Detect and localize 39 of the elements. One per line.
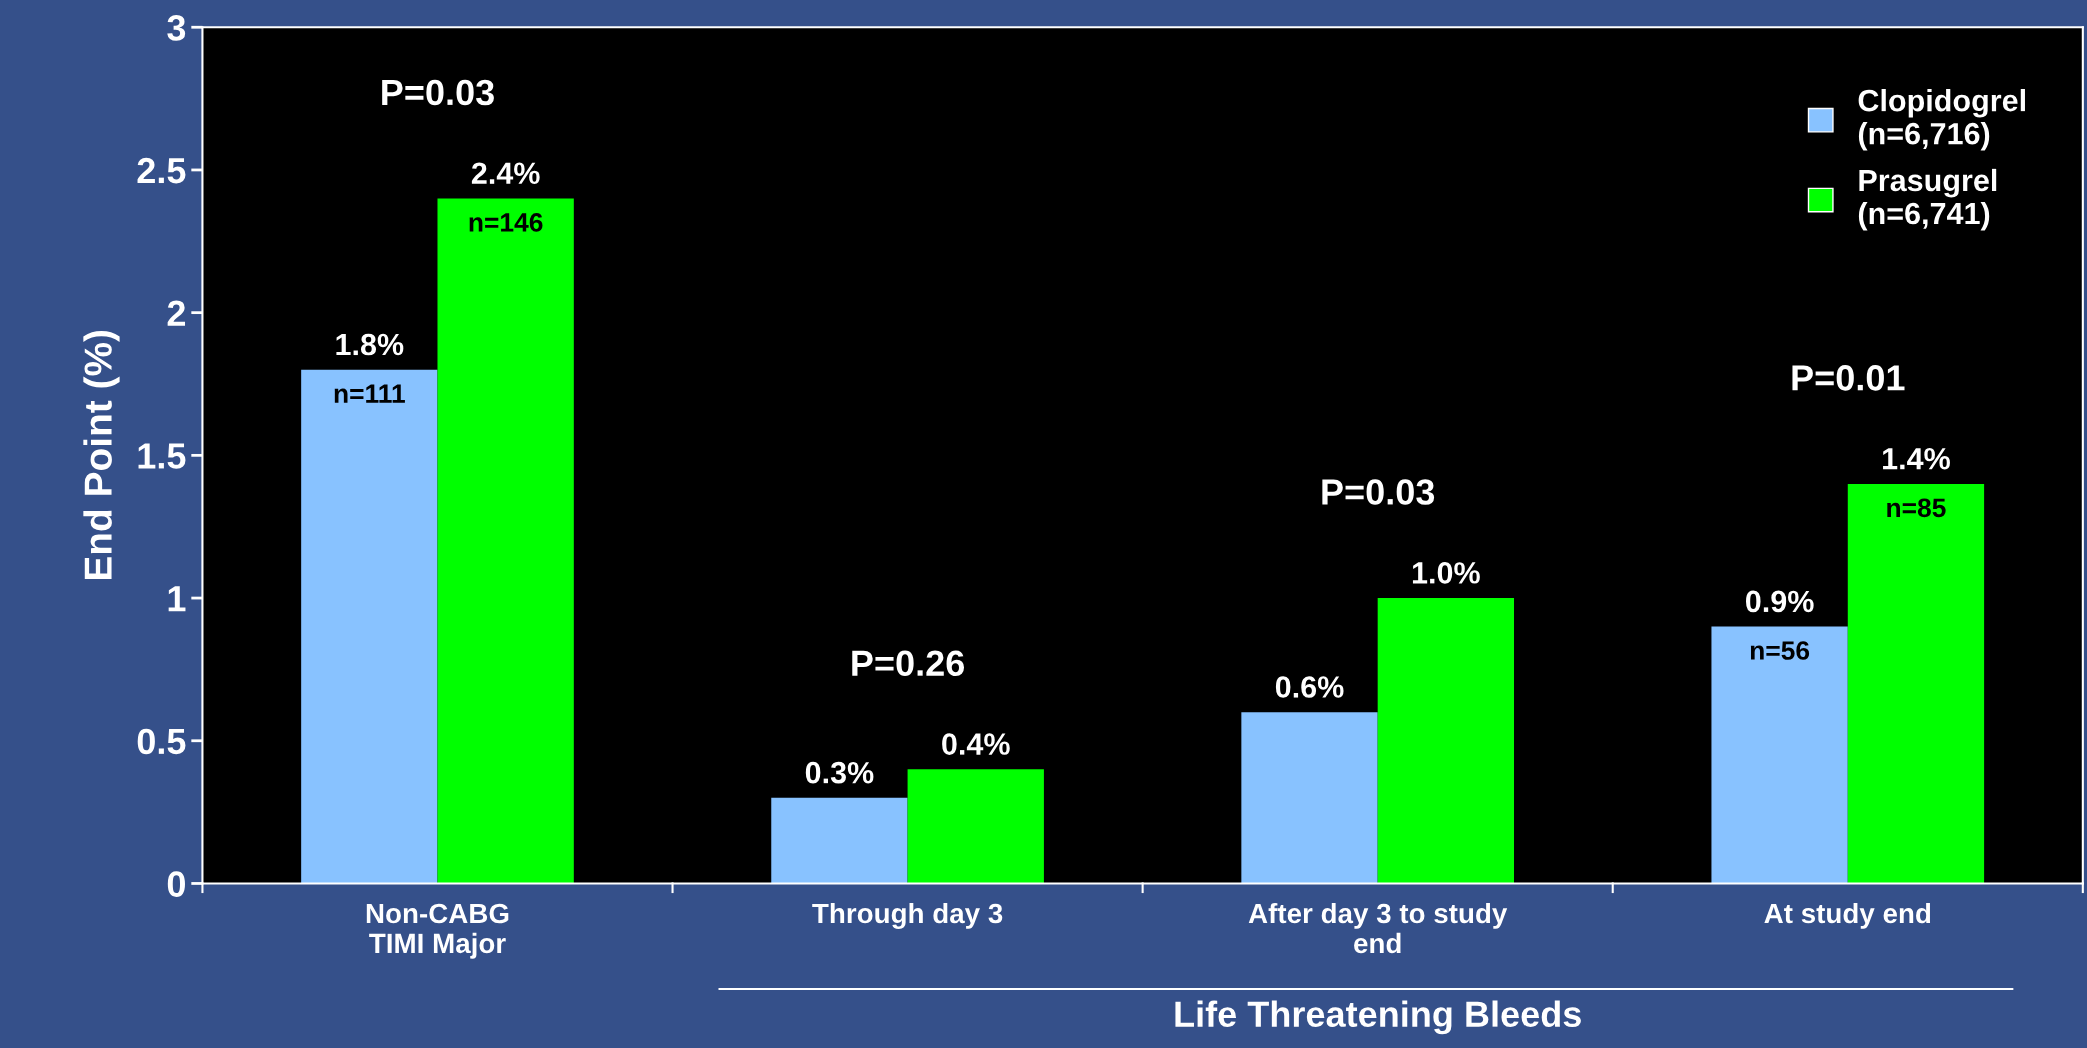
y-axis-title: End Point (%)	[83, 330, 120, 580]
annotation: P=0.26	[852, 650, 965, 677]
bar	[1241, 712, 1378, 884]
y-tick-label: 1.5	[138, 443, 186, 469]
annotation: n=111	[334, 384, 405, 403]
annotation: n=146	[469, 213, 543, 232]
annotation: P=0.03	[382, 79, 494, 106]
x-tick-label: Through day 3	[812, 902, 1003, 929]
bar	[301, 369, 438, 884]
y-tick-label: 0	[167, 871, 185, 897]
y-tick-label: 0.5	[137, 728, 186, 755]
data-label: 0.3%	[805, 761, 874, 784]
y-tick-label: 2	[167, 300, 186, 326]
annotation: n=85	[1887, 498, 1946, 518]
x-tick-label: After day 3 to study end	[1248, 902, 1508, 954]
bar	[1377, 598, 1515, 884]
data-label: 2.4%	[471, 162, 540, 185]
x-tick-label: Non-CABG TIMI Major	[366, 903, 509, 959]
annotation: P=0.03	[1322, 479, 1435, 505]
annotation: P=0.01	[1792, 365, 1905, 391]
data-label: 1.4%	[1883, 447, 1950, 470]
legend-label: Prasugrel (n=6,741)	[1858, 168, 1997, 231]
y-tick-label: 1	[168, 586, 186, 612]
x-tick-label: At study end	[1764, 902, 1931, 929]
bar	[1847, 483, 1985, 884]
data-label: 0.4%	[942, 733, 1010, 755]
y-tick-label: 3	[167, 15, 186, 41]
y-tick-label: 2.5	[137, 157, 186, 184]
text: Life Threatening Bleeds	[1175, 1000, 1581, 1035]
annotation: n=56	[1750, 641, 1810, 660]
bar	[1711, 626, 1848, 884]
legend-label: Clopidogrel (n=6,716)	[1858, 89, 2025, 151]
bar	[437, 198, 574, 884]
data-label: 0.9%	[1746, 590, 1814, 613]
data-label: 1.8%	[336, 333, 404, 356]
bar	[771, 797, 908, 884]
data-label: 1.0%	[1412, 562, 1480, 584]
data-label: 0.6%	[1275, 676, 1344, 698]
bar	[907, 769, 1044, 884]
